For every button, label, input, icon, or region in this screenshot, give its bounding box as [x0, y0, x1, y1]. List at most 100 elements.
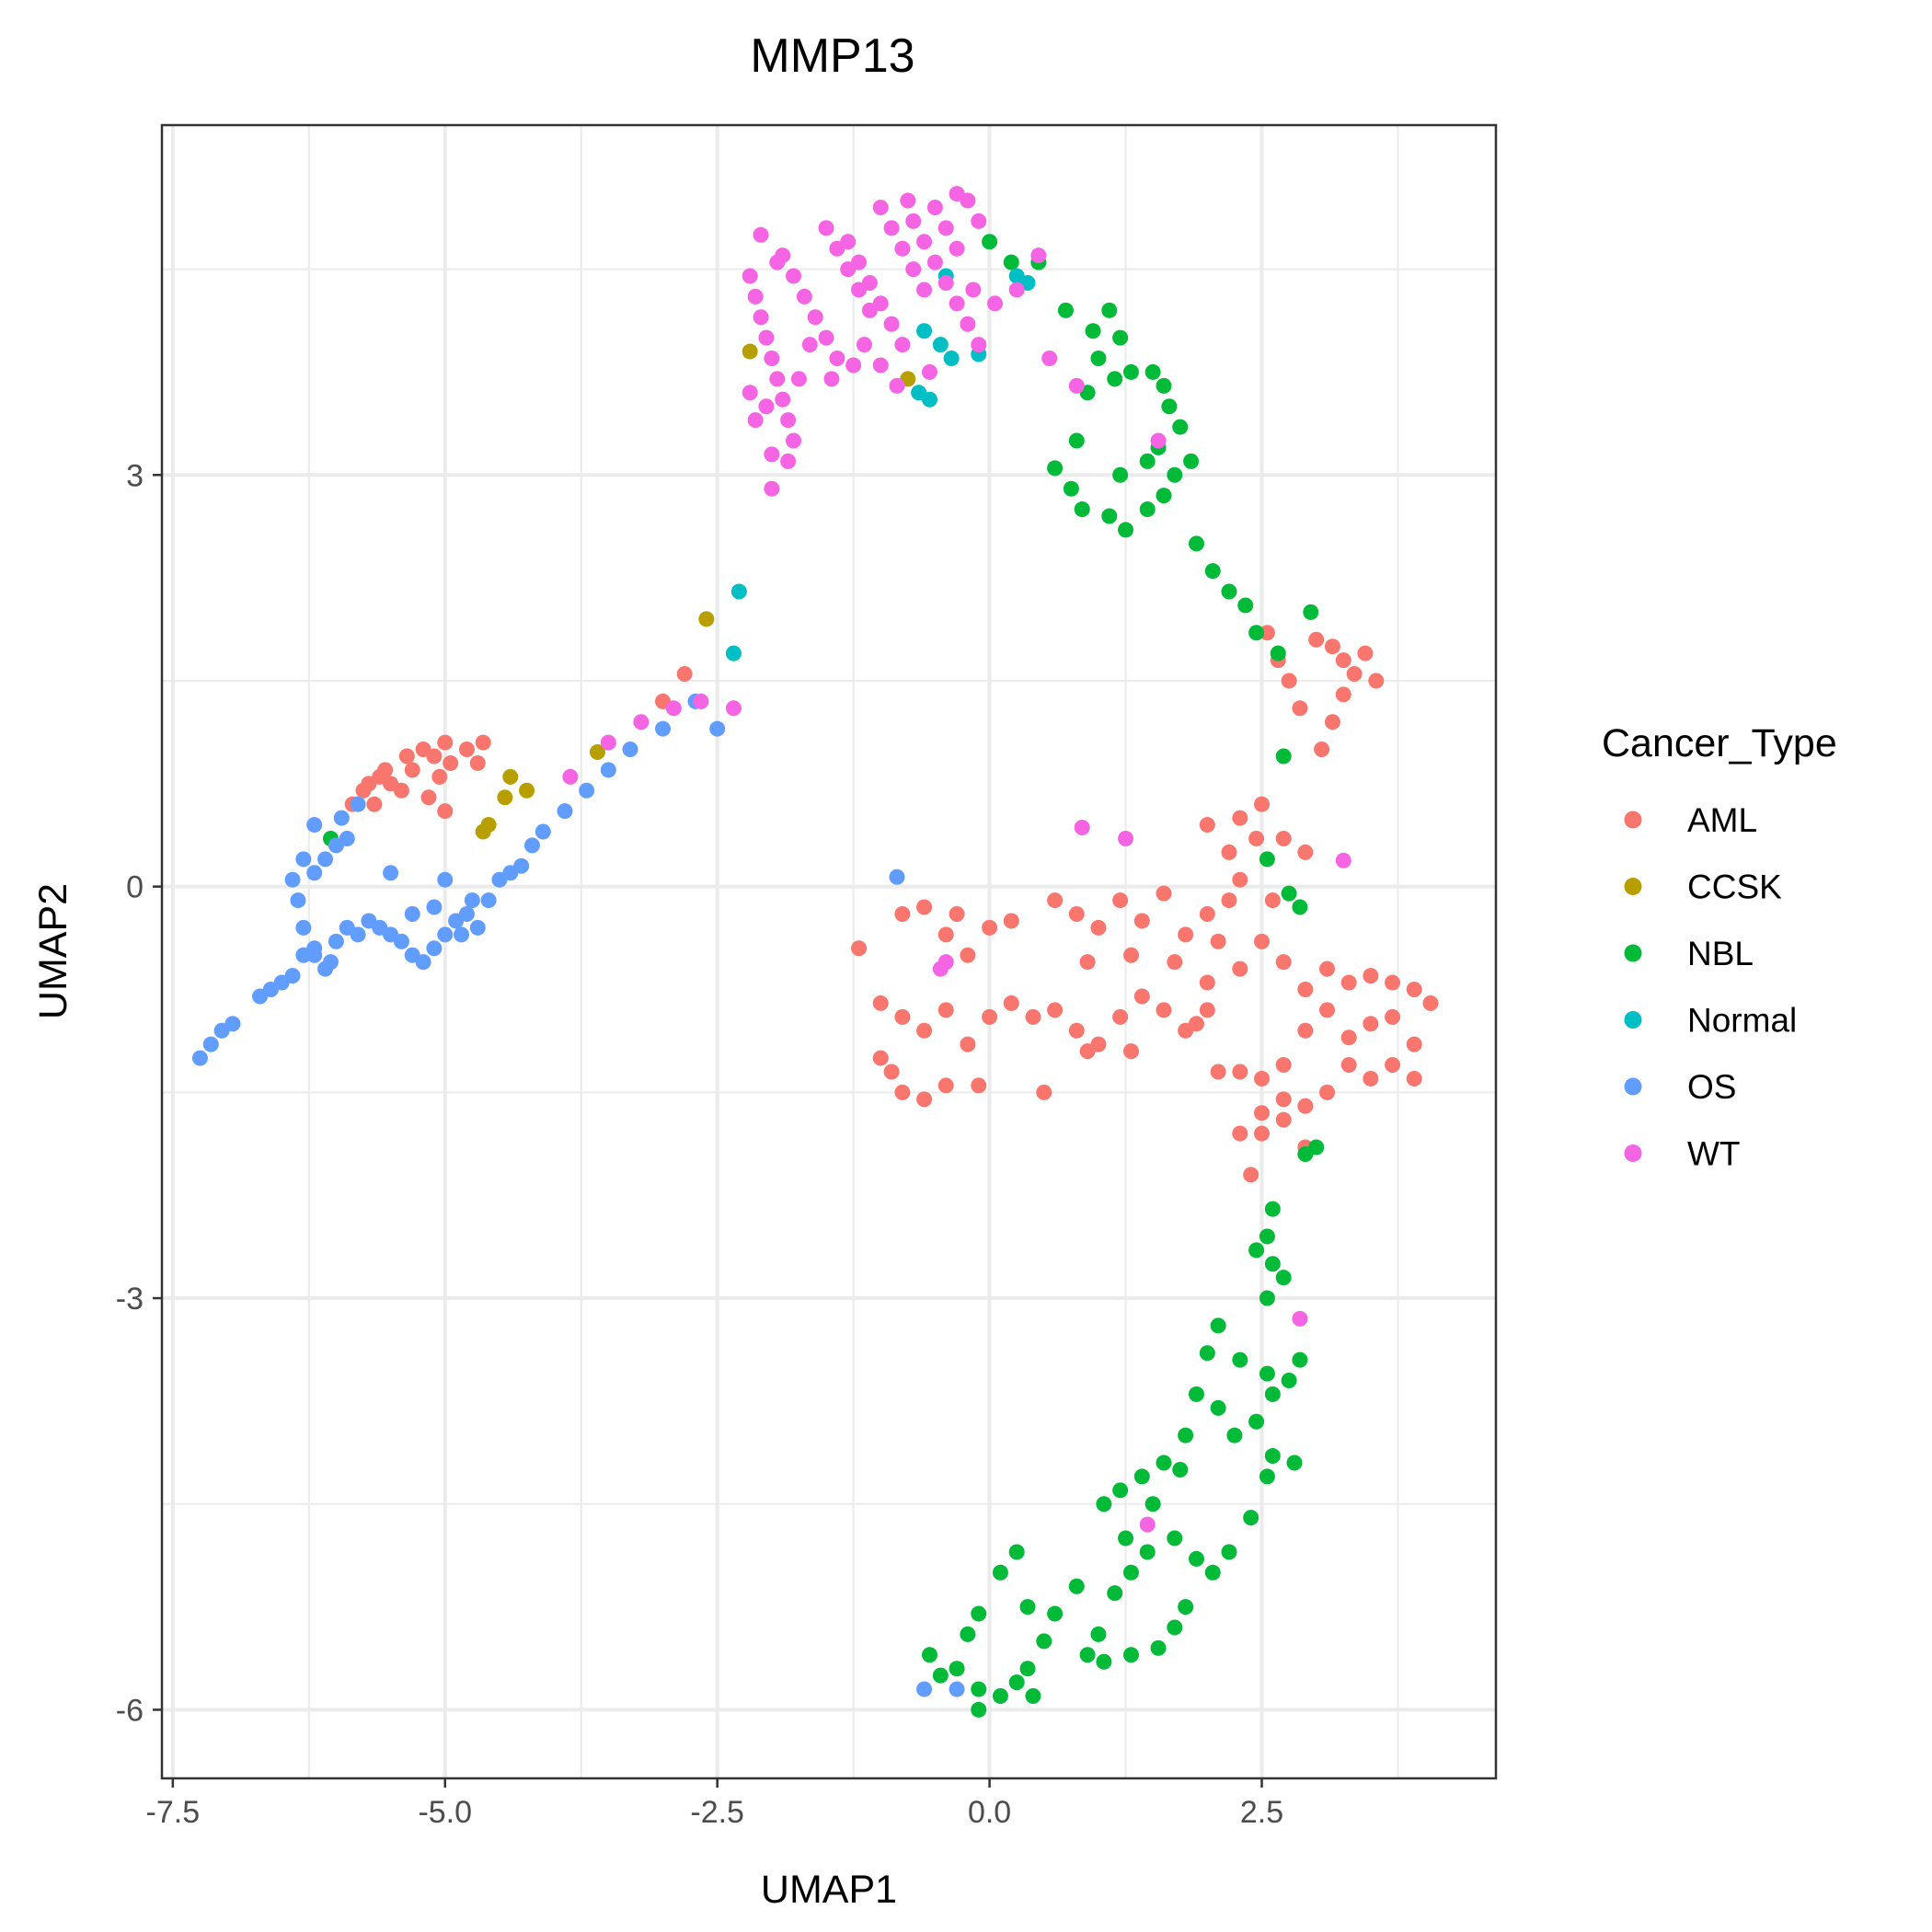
point-wt	[949, 240, 965, 257]
point-aml	[1297, 1098, 1314, 1114]
legend-key-ccsk	[1624, 878, 1642, 895]
point-os	[513, 857, 530, 874]
point-nbl	[1112, 466, 1129, 483]
point-aml	[1292, 700, 1308, 717]
point-nbl	[1144, 1496, 1161, 1512]
point-ccsk	[502, 768, 519, 785]
point-aml	[1199, 817, 1215, 834]
point-wt	[905, 261, 922, 278]
point-wt	[562, 768, 579, 785]
point-nbl	[1139, 501, 1156, 518]
point-aml	[1406, 982, 1422, 998]
point-aml	[1422, 995, 1439, 1011]
point-aml	[1275, 830, 1292, 846]
point-nbl	[1248, 1242, 1265, 1259]
point-nbl	[1112, 329, 1129, 346]
point-aml	[894, 905, 911, 922]
point-wt	[856, 337, 872, 353]
point-aml	[1297, 982, 1314, 998]
point-nbl	[1085, 323, 1101, 339]
point-wt	[823, 371, 840, 387]
point-aml	[916, 899, 933, 915]
point-wt	[769, 371, 786, 387]
point-nbl	[921, 1647, 937, 1663]
point-aml	[1003, 995, 1019, 1011]
point-aml	[1133, 988, 1150, 1005]
point-aml	[1324, 714, 1340, 730]
point-aml	[1340, 1057, 1357, 1074]
point-wt	[872, 199, 889, 215]
point-nbl	[1101, 302, 1118, 318]
point-aml	[1199, 974, 1215, 991]
point-aml	[475, 734, 491, 751]
point-wt	[725, 700, 742, 717]
x-tick-label: 2.5	[1240, 1795, 1283, 1830]
point-nbl	[1188, 535, 1204, 552]
point-aml	[1122, 1043, 1139, 1060]
point-wt	[693, 693, 709, 709]
point-nbl	[1156, 1455, 1172, 1471]
point-os	[654, 720, 671, 737]
point-nbl	[1036, 1633, 1052, 1650]
point-wt	[780, 453, 797, 469]
point-aml	[1156, 885, 1172, 902]
point-aml	[883, 1064, 900, 1080]
point-aml	[1221, 844, 1237, 860]
point-nbl	[971, 1701, 987, 1718]
point-nbl	[1074, 501, 1090, 518]
point-os	[469, 919, 486, 936]
point-nbl	[1122, 1564, 1139, 1581]
point-nbl	[960, 1626, 976, 1642]
point-aml	[404, 762, 420, 778]
point-nbl	[1107, 371, 1123, 387]
point-nbl	[1292, 1351, 1308, 1368]
point-os	[535, 823, 551, 840]
point-wt	[775, 391, 791, 408]
point-wt	[960, 316, 976, 332]
point-aml	[1122, 947, 1139, 963]
point-wt	[753, 309, 769, 326]
point-ccsk	[475, 823, 491, 840]
point-aml	[851, 940, 868, 957]
point-aml	[1199, 905, 1215, 922]
point-normal	[943, 351, 960, 367]
legend-label-nbl: NBL	[1687, 935, 1754, 972]
point-wt	[818, 329, 834, 346]
point-nbl	[1156, 377, 1172, 394]
point-os	[426, 899, 443, 915]
point-nbl	[982, 234, 998, 250]
point-wt	[987, 295, 1004, 312]
point-normal	[730, 583, 747, 600]
point-wt	[889, 377, 905, 394]
point-aml	[1264, 892, 1281, 909]
panel-background	[162, 125, 1496, 1778]
point-nbl	[1068, 432, 1085, 449]
point-aml	[469, 754, 486, 771]
point-nbl	[1178, 1599, 1194, 1616]
point-aml	[982, 919, 998, 936]
y-tick-label: -6	[116, 1693, 144, 1728]
x-tick-label: -5.0	[418, 1795, 472, 1830]
point-normal	[932, 337, 949, 353]
point-nbl	[1068, 1578, 1085, 1594]
point-nbl	[1167, 466, 1183, 483]
point-wt	[600, 734, 616, 751]
series-wt	[562, 186, 1351, 1533]
point-aml	[916, 1091, 933, 1108]
series-os	[191, 693, 965, 1697]
point-nbl	[1118, 1530, 1134, 1547]
point-wt	[1041, 351, 1058, 367]
point-nbl	[1057, 302, 1074, 318]
point-aml	[398, 748, 415, 765]
point-aml	[1232, 871, 1248, 888]
point-nbl	[1286, 1455, 1303, 1471]
point-nbl	[1150, 1639, 1167, 1656]
point-aml	[1340, 974, 1357, 991]
point-aml	[1385, 1008, 1401, 1025]
point-aml	[1079, 1043, 1096, 1060]
point-nbl	[971, 1681, 987, 1697]
point-nbl	[1047, 460, 1064, 477]
legend-label-wt: WT	[1687, 1135, 1741, 1173]
plot-panel	[160, 123, 1498, 1780]
